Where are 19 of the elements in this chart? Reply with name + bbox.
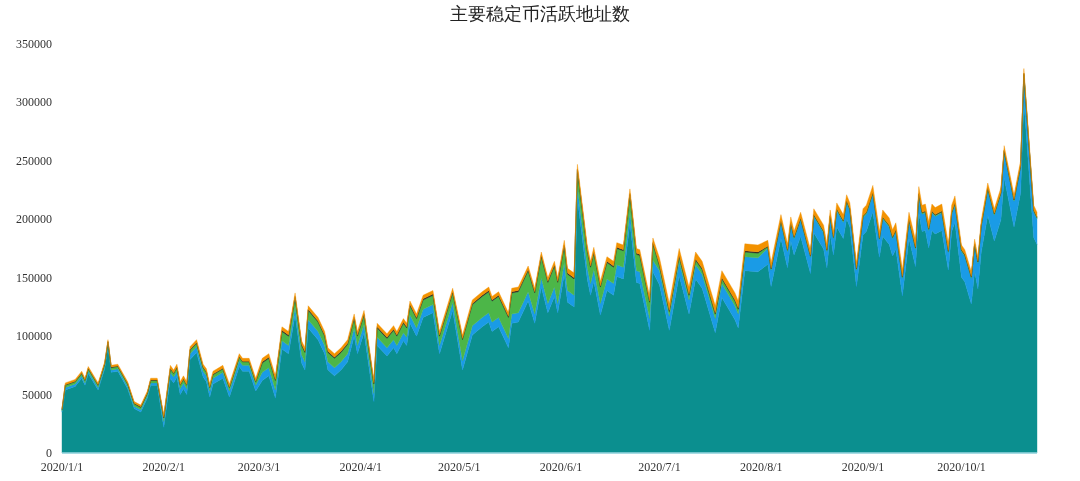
x-tick-label: 2020/1/1 bbox=[40, 460, 84, 474]
chart-title: 主要稳定币活跃地址数 bbox=[450, 4, 630, 24]
x-tick-label: 2020/4/1 bbox=[339, 460, 383, 474]
x-tick-label: 2020/9/1 bbox=[841, 460, 885, 474]
y-tick-label: 150000 bbox=[16, 270, 52, 285]
y-tick-label: 100000 bbox=[16, 329, 52, 344]
x-tick-label: 2020/5/1 bbox=[437, 460, 481, 474]
y-tick-label: 250000 bbox=[16, 153, 52, 168]
y-tick-label: 300000 bbox=[16, 95, 52, 110]
y-tick-label: 50000 bbox=[22, 387, 52, 402]
y-tick-label: 200000 bbox=[16, 212, 52, 227]
x-tick-label: 2020/10/1 bbox=[937, 460, 986, 474]
x-tick-label: 2020/3/1 bbox=[237, 460, 281, 474]
y-tick-label: 0 bbox=[46, 446, 52, 460]
x-tick-label: 2020/7/1 bbox=[638, 460, 681, 474]
x-tick-label: 2020/6/1 bbox=[539, 460, 583, 474]
x-tick-label: 2020/2/1 bbox=[142, 460, 186, 474]
x-tick-label: 2020/8/1 bbox=[739, 460, 783, 474]
y-tick-label: 350000 bbox=[16, 37, 52, 51]
